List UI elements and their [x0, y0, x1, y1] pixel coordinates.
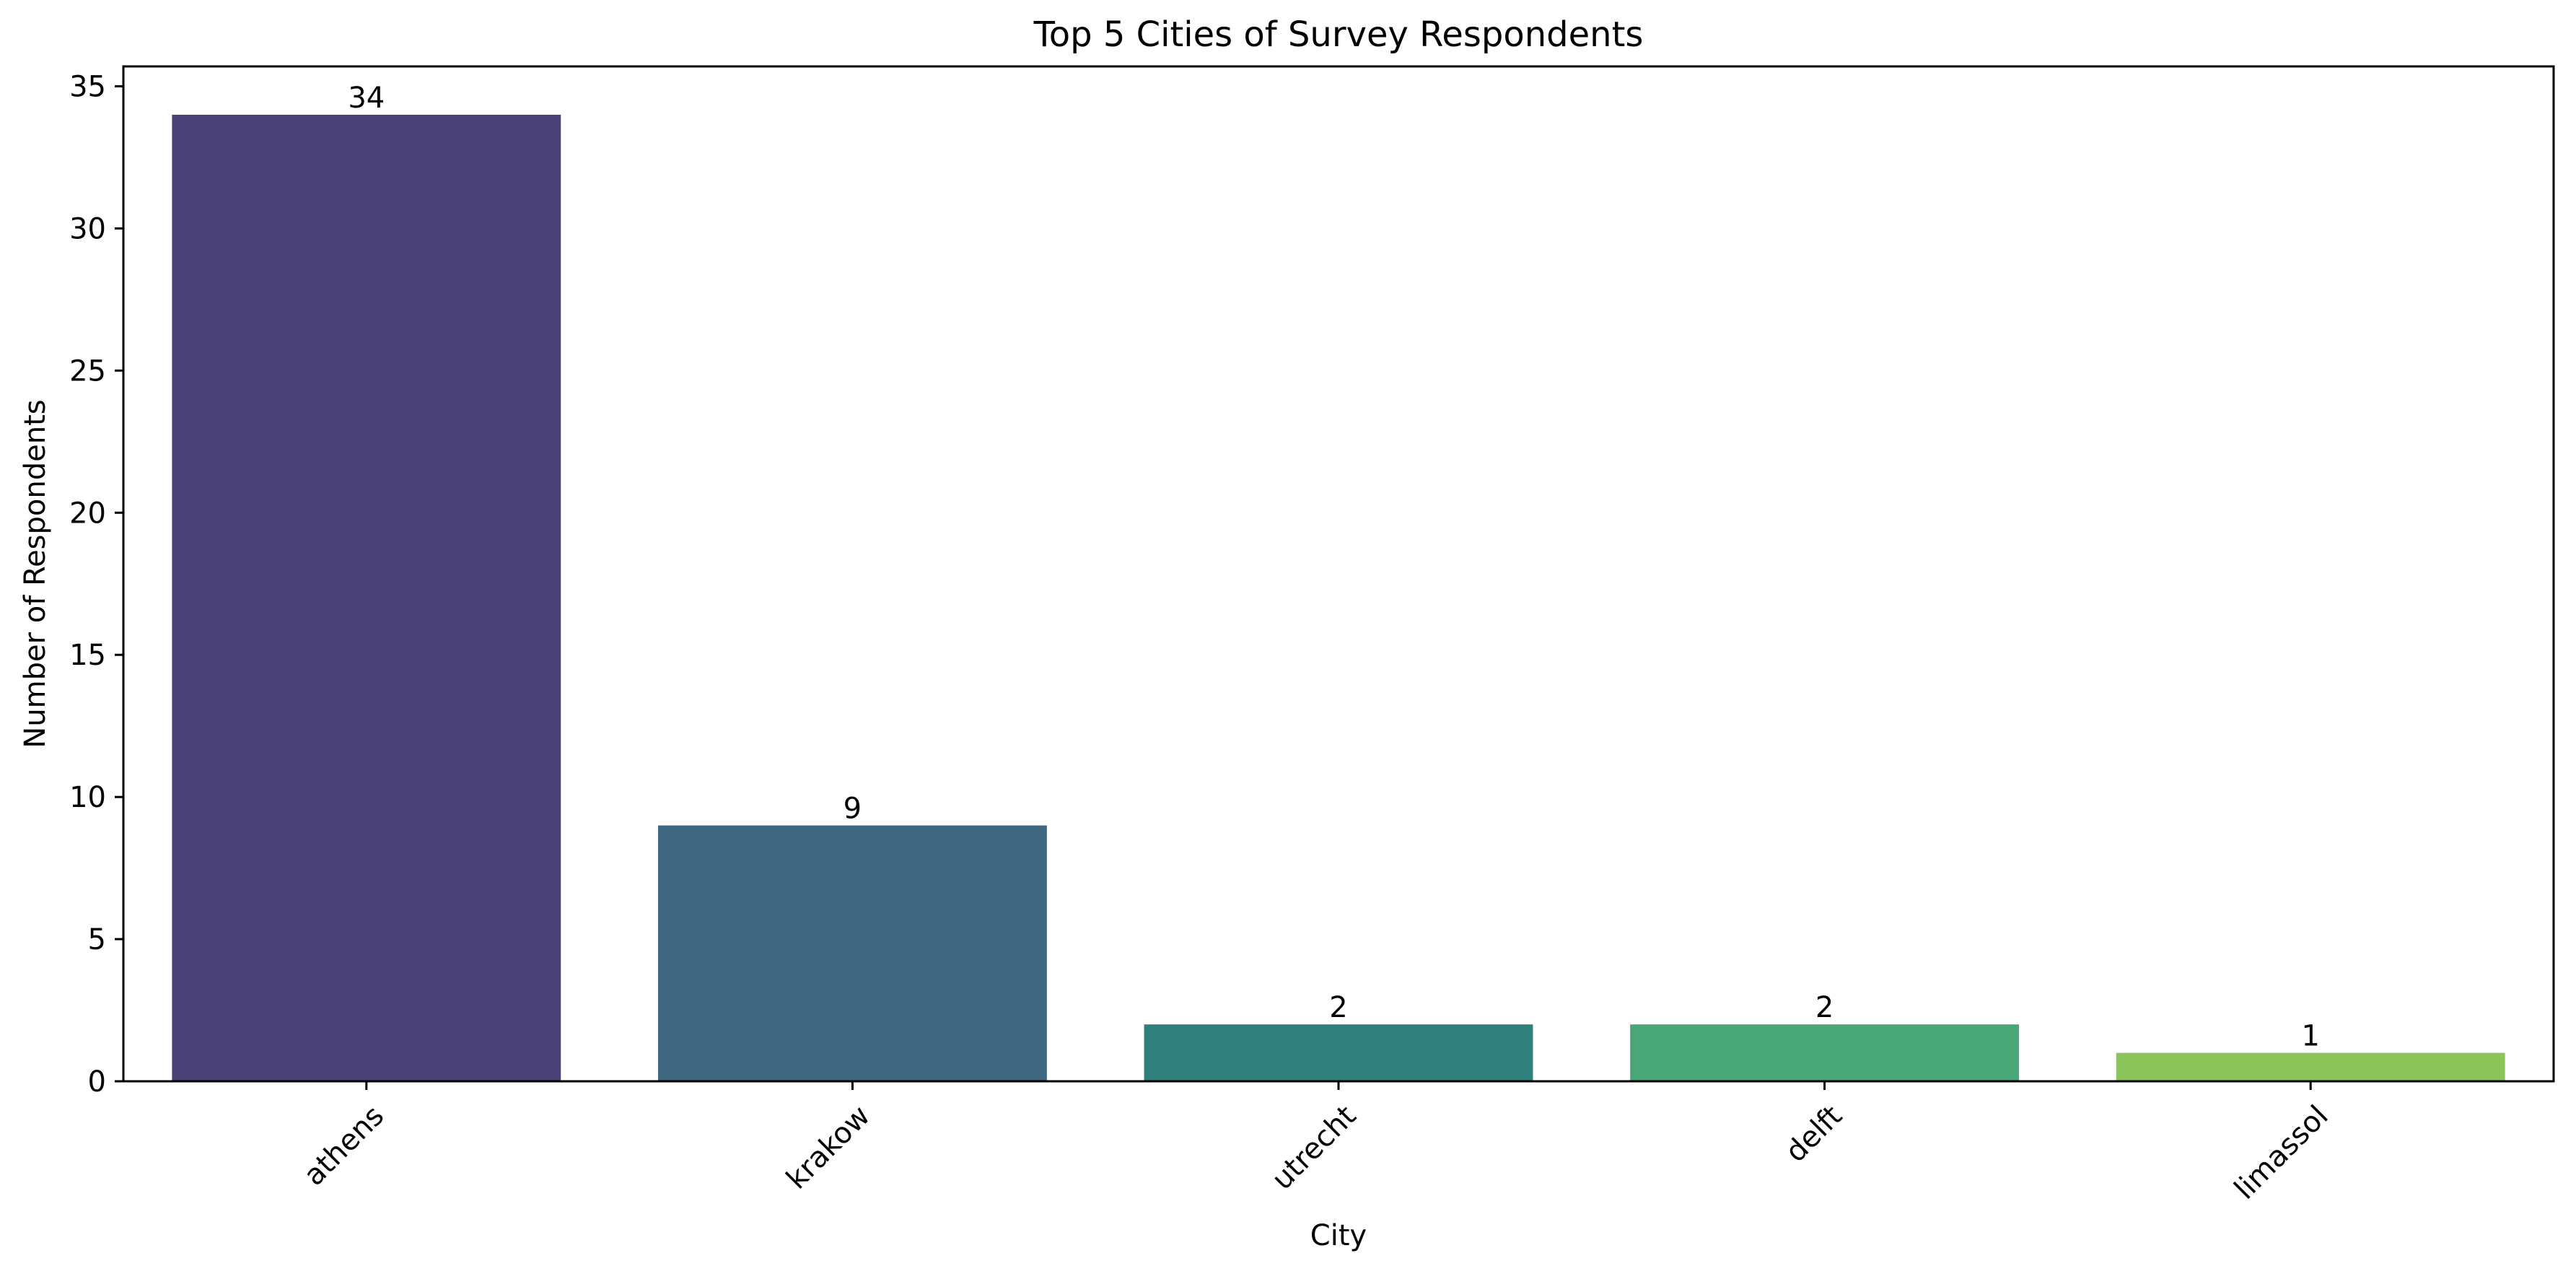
y-tick-label-35: 35	[69, 71, 106, 104]
bar-limassol	[2116, 1052, 2505, 1081]
x-tick-label-athens: athens	[297, 1099, 390, 1192]
plot-frame	[122, 65, 2555, 1083]
y-tick-label-30: 30	[69, 212, 106, 245]
y-tick-label-25: 25	[69, 354, 106, 388]
data-label-utrecht: 2	[1329, 991, 1347, 1024]
bar-krakow	[657, 825, 1047, 1081]
bar-delft	[1630, 1024, 2020, 1081]
y-tick-label-20: 20	[69, 497, 106, 530]
x-tick-label-utrecht: utrecht	[1266, 1099, 1363, 1197]
plot-area: 34 athens 9 krakow 2 utrecht 2 delft 1 limassol 0 5…	[69, 71, 2505, 1206]
y-tick-label-5: 5	[88, 923, 106, 956]
y-tick-label-0: 0	[88, 1065, 106, 1099]
data-label-limassol: 1	[2301, 1020, 2319, 1053]
y-axis-label: Number of Respondents	[19, 399, 52, 748]
chart-title: Top 5 Cities of Survey Respondents	[1033, 14, 1644, 55]
x-axis-label: City	[1310, 1219, 1367, 1252]
x-tick-label-delft: delft	[1779, 1099, 1849, 1169]
bar-utrecht	[1144, 1024, 1533, 1081]
data-label-athens: 34	[348, 82, 385, 115]
x-tick-label-krakow: krakow	[780, 1099, 877, 1196]
y-tick-label-15: 15	[69, 639, 106, 672]
bar-athens	[172, 114, 561, 1081]
data-label-delft: 2	[1815, 991, 1834, 1024]
y-tick-label-10: 10	[69, 781, 106, 814]
x-tick-label-limassol: limassol	[2228, 1099, 2335, 1206]
data-label-krakow: 9	[844, 793, 862, 826]
